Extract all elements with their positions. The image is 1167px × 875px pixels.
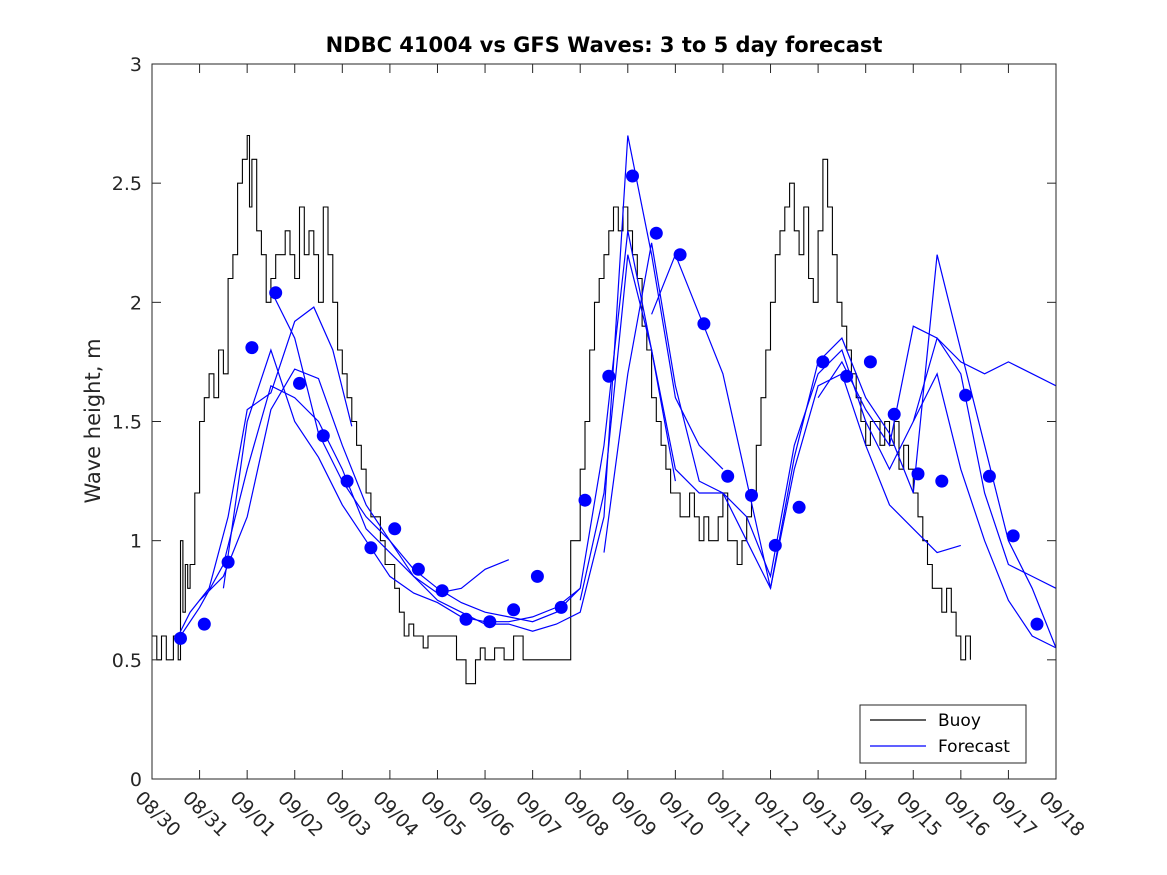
y-axis-label: Wave height, m xyxy=(81,338,105,503)
legend: Buoy Forecast xyxy=(859,704,1027,764)
forecast-point xyxy=(483,615,497,629)
forecast-point xyxy=(816,355,830,369)
y-tick-label: 0 xyxy=(130,769,142,791)
forecast-point xyxy=(935,474,949,488)
forecast-point xyxy=(602,369,616,383)
forecast-point xyxy=(887,407,901,421)
forecast-series-line-10 xyxy=(912,336,1057,422)
y-tick-label: 2 xyxy=(130,292,142,314)
forecast-point xyxy=(197,617,211,631)
y-tick-label: 3 xyxy=(130,54,142,76)
y-tick-label: 1 xyxy=(130,531,142,553)
forecast-point xyxy=(269,286,283,300)
legend-box xyxy=(859,704,1027,764)
forecast-point xyxy=(364,541,378,555)
forecast-point xyxy=(745,488,758,502)
forecast-point xyxy=(578,493,592,507)
forecast-point xyxy=(697,317,711,331)
forecast-point xyxy=(435,584,449,598)
legend-forecast-label: Forecast xyxy=(938,737,1010,757)
forecast-point xyxy=(768,538,782,552)
forecast-point xyxy=(388,522,402,536)
buoy-series-line xyxy=(152,134,971,685)
forecast-point xyxy=(174,631,187,645)
forecast-point xyxy=(221,555,235,569)
y-tick-label: 2.5 xyxy=(112,173,142,195)
forecast-series-line-7 xyxy=(603,242,1057,649)
forecast-point xyxy=(316,429,330,443)
forecast-point xyxy=(245,341,259,355)
forecast-point xyxy=(911,467,925,481)
forecast-point xyxy=(959,388,973,402)
forecast-point xyxy=(982,469,996,483)
forecast-point xyxy=(459,612,473,626)
forecast-point xyxy=(1006,529,1020,543)
forecast-series-line-8 xyxy=(651,253,1057,649)
forecast-point xyxy=(554,600,568,614)
forecast-series-line-4 xyxy=(222,230,676,623)
chart-title: NDBC 41004 vs GFS Waves: 3 to 5 day fore… xyxy=(326,33,883,57)
forecast-point xyxy=(411,562,425,576)
forecast-point xyxy=(507,603,521,617)
forecast-point xyxy=(530,569,544,583)
forecast-point xyxy=(863,355,877,369)
forecast-point xyxy=(649,226,663,240)
forecast-point xyxy=(340,474,354,488)
forecast-point xyxy=(673,248,687,262)
forecast-point xyxy=(293,376,306,390)
y-tick-label: 0.5 xyxy=(112,650,142,672)
forecast-point xyxy=(626,169,639,183)
y-tick-label: 1.5 xyxy=(112,412,142,434)
forecast-point xyxy=(840,369,854,383)
plot-background xyxy=(152,64,1056,779)
forecast-point xyxy=(1030,617,1044,631)
forecast-point xyxy=(721,469,735,483)
legend-buoy-label: Buoy xyxy=(938,711,981,731)
forecast-point xyxy=(792,500,806,514)
